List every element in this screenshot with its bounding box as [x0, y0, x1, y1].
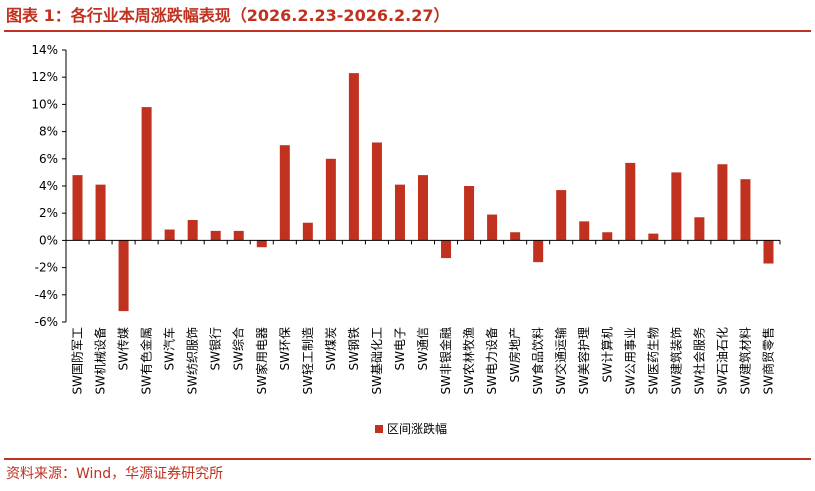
bar	[418, 175, 428, 241]
bar	[95, 184, 106, 241]
x-tick-label: SW社会服务	[691, 327, 706, 394]
bar	[325, 158, 336, 241]
y-tick-label: -4%	[35, 288, 58, 302]
bar	[694, 217, 705, 241]
bar	[740, 179, 751, 241]
x-tick-label: SW纺织服饰	[186, 327, 200, 394]
x-tick-label: SW美容护理	[576, 327, 591, 394]
x-tick-label: SW轻工制造	[301, 327, 315, 394]
footer-divider	[4, 458, 811, 460]
bar	[187, 220, 198, 241]
legend: 区间涨跌幅	[375, 421, 447, 436]
x-tick-label: SW计算机	[599, 327, 614, 382]
x-tick-label: SW医药生物	[646, 327, 660, 394]
bar	[671, 172, 682, 241]
source-note: 资料来源：Wind，华源证券研究所	[6, 466, 224, 482]
bar	[533, 240, 544, 263]
x-tick-label: SW公用事业	[623, 327, 637, 394]
bar	[256, 240, 267, 248]
bar-series	[72, 73, 774, 312]
bar	[279, 145, 290, 241]
bar	[72, 175, 83, 241]
x-tick-label: SW建筑装饰	[668, 327, 683, 394]
legend-swatch	[375, 425, 383, 433]
bar-chart: -6% -4% -2% 0% 2% 4% 6% 8% 10% 12% 14% SW国防军工 SW机械设…	[31, 43, 781, 436]
bar	[141, 107, 152, 241]
x-tick-label: SW机械设备	[93, 327, 108, 394]
bar	[394, 184, 405, 241]
y-tick-label: 4%	[39, 179, 58, 193]
bar	[487, 214, 498, 241]
x-tick-label: SW家用电器	[254, 327, 269, 394]
x-tick-label: SW非银金融	[438, 327, 453, 394]
chart-title: 图表 1：各行业本周涨跌幅表现（2026.2.23-2026.2.27）	[6, 6, 450, 25]
x-tick-label: SW环保	[278, 327, 292, 370]
y-tick-label: 6%	[39, 152, 58, 166]
x-tick-label: SW汽车	[162, 327, 177, 370]
x-tick-label: SW煤炭	[324, 327, 338, 370]
bar	[118, 240, 129, 312]
x-tick-label: SW石油石化	[715, 327, 729, 394]
x-tick-label: SW传媒	[116, 327, 131, 370]
legend-label: 区间涨跌幅	[387, 421, 447, 436]
x-tick-label: SW基础化工	[370, 327, 384, 394]
y-tick-label: 8%	[39, 125, 58, 139]
y-tick-label: 12%	[31, 70, 58, 84]
bar	[233, 230, 244, 241]
x-tick-label: SW钢铁	[347, 327, 361, 370]
x-tick-label: SW农林牧渔	[462, 327, 476, 394]
bar	[210, 230, 221, 241]
bar	[371, 142, 382, 241]
y-axis: -6% -4% -2% 0% 2% 4% 6% 8% 10% 12% 14%	[31, 43, 67, 329]
x-tick-label: SW商贸零售	[760, 327, 775, 394]
x-axis	[65, 239, 781, 245]
bar	[464, 186, 475, 241]
x-tick-label: SW有色金属	[139, 327, 154, 394]
bar	[441, 240, 452, 259]
bar	[648, 233, 659, 241]
title-divider	[4, 30, 811, 32]
x-tick-label: SW电子	[393, 327, 407, 370]
y-tick-label: 2%	[39, 206, 58, 220]
bar	[763, 240, 774, 264]
bar	[602, 232, 613, 241]
x-tick-labels: SW国防军工 SW机械设备 SW传媒 SW有色金属 SW汽车 SW纺织服饰 SW银行 SW综合…	[70, 327, 776, 394]
x-tick-label: SW建筑材料	[737, 327, 752, 394]
bar	[556, 190, 567, 241]
x-tick-label: SW通信	[416, 327, 430, 370]
bar	[625, 162, 636, 241]
x-tick-label: SW银行	[209, 327, 223, 370]
x-tick-label: SW国防军工	[70, 327, 85, 394]
bar	[579, 221, 590, 241]
y-tick-label: -2%	[35, 261, 58, 275]
x-tick-label: SW房地产	[507, 327, 522, 382]
x-tick-label: SW综合	[231, 327, 246, 370]
y-tick-label: -6%	[35, 315, 58, 329]
y-tick-label: 0%	[39, 233, 58, 247]
bar	[510, 232, 521, 241]
bar	[164, 229, 175, 241]
x-tick-label: SW电力设备	[485, 327, 499, 394]
y-tick-label: 10%	[31, 97, 58, 111]
bar	[348, 73, 359, 241]
y-tick-label: 14%	[31, 43, 58, 57]
bar	[717, 164, 728, 241]
x-tick-label: SW交通运输	[553, 327, 568, 394]
bar	[302, 222, 313, 241]
x-tick-label: SW食品饮料	[530, 327, 545, 394]
